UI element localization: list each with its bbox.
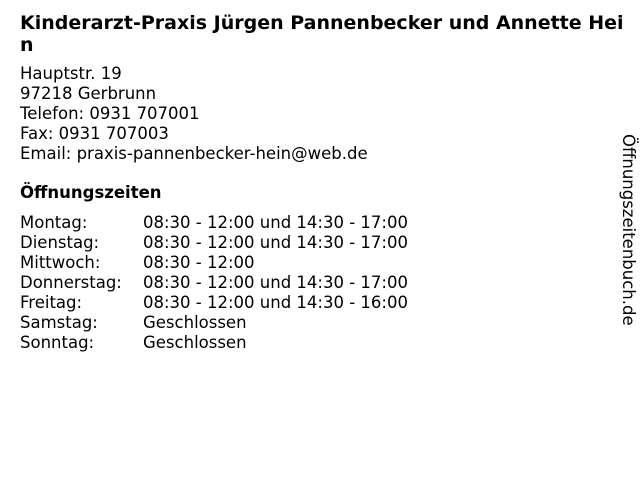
hours-heading: Öffnungszeiten [20, 183, 162, 202]
day: Sonntag: [20, 333, 95, 352]
hours-row: Freitag: 08:30 - 12:00 und 14:30 - 16:00 [20, 293, 408, 313]
time: Geschlossen [143, 333, 247, 352]
day: Dienstag: [20, 233, 100, 252]
day: Samstag: [20, 313, 98, 332]
day: Freitag: [20, 293, 83, 312]
day: Montag: [20, 213, 88, 232]
day: Mittwoch: [20, 253, 101, 272]
time: 08:30 - 12:00 [143, 253, 255, 272]
page-title: Kinderarzt-Praxis Jürgen Pannenbecker un… [20, 12, 624, 56]
street: Hauptstr. 19 [20, 64, 122, 83]
email: Email: praxis-pannenbecker-hein@web.de [20, 144, 368, 163]
time: 08:30 - 12:00 und 14:30 - 17:00 [143, 213, 408, 232]
hours-row: Mittwoch: 08:30 - 12:00 [20, 253, 408, 273]
address-block: Hauptstr. 19 97218 Gerbrunn Telefon: 093… [20, 64, 368, 164]
hours-table: Montag: 08:30 - 12:00 und 14:30 - 17:00 D… [20, 213, 408, 353]
hours-row: Dienstag: 08:30 - 12:00 und 14:30 - 17:00 [20, 233, 408, 253]
time: 08:30 - 12:00 und 14:30 - 17:00 [143, 233, 408, 252]
fax: Fax: 0931 707003 [20, 124, 169, 143]
time: 08:30 - 12:00 und 14:30 - 16:00 [143, 293, 408, 312]
phone: Telefon: 0931 707001 [20, 104, 200, 123]
hours-row: Sonntag: Geschlossen [20, 333, 408, 353]
hours-row: Donnerstag: 08:30 - 12:00 und 14:30 - 17:… [20, 273, 408, 293]
time: Geschlossen [143, 313, 247, 332]
hours-row: Montag: 08:30 - 12:00 und 14:30 - 17:00 [20, 213, 408, 233]
day: Donnerstag: [20, 273, 122, 292]
city: 97218 Gerbrunn [20, 84, 157, 103]
time: 08:30 - 12:00 und 14:30 - 17:00 [143, 273, 408, 292]
hours-row: Samstag: Geschlossen [20, 313, 408, 333]
watermark: Öffnungszeitenbuch.de [619, 134, 638, 326]
